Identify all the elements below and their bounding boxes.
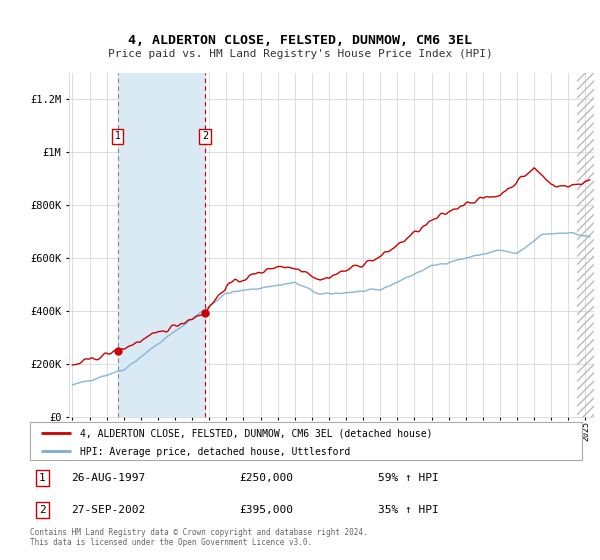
Text: 1: 1 bbox=[115, 132, 121, 141]
Text: Contains HM Land Registry data © Crown copyright and database right 2024.
This d: Contains HM Land Registry data © Crown c… bbox=[30, 528, 368, 547]
Bar bbox=[577, 73, 600, 417]
Text: 1: 1 bbox=[39, 473, 46, 483]
Text: 26-AUG-1997: 26-AUG-1997 bbox=[71, 473, 146, 483]
Text: £250,000: £250,000 bbox=[240, 473, 294, 483]
Text: 27-SEP-2002: 27-SEP-2002 bbox=[71, 505, 146, 515]
Text: Price paid vs. HM Land Registry's House Price Index (HPI): Price paid vs. HM Land Registry's House … bbox=[107, 49, 493, 59]
Text: 2: 2 bbox=[202, 132, 208, 141]
Bar bbox=[118, 73, 205, 417]
Text: 59% ↑ HPI: 59% ↑ HPI bbox=[378, 473, 439, 483]
Text: 35% ↑ HPI: 35% ↑ HPI bbox=[378, 505, 439, 515]
Text: 4, ALDERTON CLOSE, FELSTED, DUNMOW, CM6 3EL: 4, ALDERTON CLOSE, FELSTED, DUNMOW, CM6 … bbox=[128, 34, 472, 46]
Text: 4, ALDERTON CLOSE, FELSTED, DUNMOW, CM6 3EL (detached house): 4, ALDERTON CLOSE, FELSTED, DUNMOW, CM6 … bbox=[80, 428, 432, 438]
Text: 2: 2 bbox=[39, 505, 46, 515]
Text: HPI: Average price, detached house, Uttlesford: HPI: Average price, detached house, Uttl… bbox=[80, 446, 350, 456]
FancyBboxPatch shape bbox=[30, 422, 582, 460]
Text: £395,000: £395,000 bbox=[240, 505, 294, 515]
